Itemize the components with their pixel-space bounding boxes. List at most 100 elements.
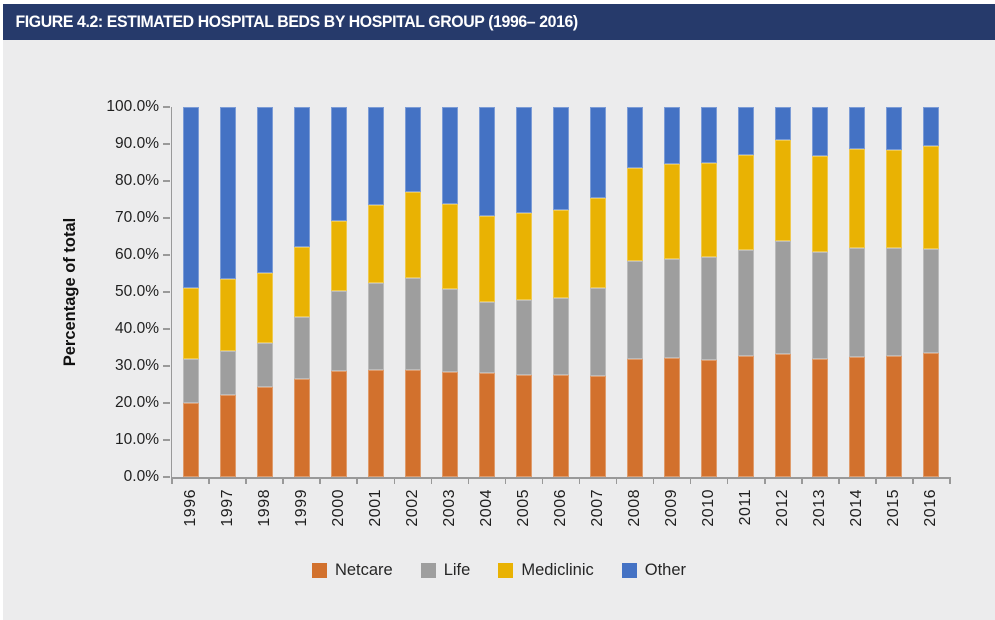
x-axis-tick	[875, 477, 877, 484]
x-axis-label-2011: 2011	[737, 489, 755, 526]
y-axis-tick	[163, 180, 170, 182]
y-axis-tick-label: 60.0%	[115, 246, 159, 263]
bar-segment-netcare-2003	[441, 371, 458, 477]
bar-segment-life-2005	[515, 300, 532, 375]
bar-1996	[182, 107, 199, 477]
bar-segment-life-2016	[923, 248, 940, 354]
bar-segment-netcare-2005	[515, 374, 532, 477]
y-axis-tick	[163, 291, 170, 293]
figure-title: FIGURE 4.2: ESTIMATED HOSPITAL BEDS BY H…	[15, 12, 578, 31]
bar-segment-life-2007	[590, 287, 607, 376]
x-axis-tick	[319, 477, 321, 484]
chart-legend: Netcare Life Mediclinic Other	[3, 560, 995, 580]
bar-segment-other-1996	[182, 107, 199, 289]
bar-2009	[664, 107, 681, 477]
bar-segment-netcare-2001	[367, 369, 384, 477]
bar-segment-life-2009	[664, 258, 681, 358]
x-axis-label-1998: 1998	[255, 489, 273, 527]
bar-segment-other-2009	[664, 107, 681, 164]
x-axis-tick	[504, 477, 507, 484]
bar-2001	[367, 107, 384, 477]
x-axis-label-2007: 2007	[589, 489, 607, 527]
bar-segment-other-2010	[701, 107, 718, 163]
bar-segment-life-2008	[627, 260, 644, 359]
x-axis-tick	[393, 477, 396, 484]
y-axis-tick-label: 30.0%	[115, 357, 159, 374]
x-axis-tick	[282, 477, 284, 484]
bar-segment-other-2007	[590, 107, 607, 199]
y-axis-tick	[163, 254, 170, 256]
y-axis-tick-label: 50.0%	[115, 283, 159, 300]
legend-label-other: Other	[644, 561, 687, 579]
bar-2013	[812, 107, 829, 477]
bar-segment-life-2002	[404, 277, 421, 370]
bar-segment-other-2000	[330, 107, 347, 221]
legend-label-life: Life	[443, 561, 471, 579]
bar-2006	[553, 107, 569, 477]
bar-segment-life-1999	[293, 317, 310, 380]
x-axis-label-2002: 2002	[403, 489, 421, 527]
y-axis-tick-label: 90.0%	[115, 135, 159, 152]
bar-segment-other-2014	[849, 107, 866, 149]
x-axis-tick	[578, 477, 581, 484]
y-axis-tick	[163, 143, 170, 145]
x-axis-tick	[689, 477, 692, 484]
bar-segment-mediclinic-2012	[775, 140, 792, 241]
y-axis-tick	[163, 217, 170, 219]
legend-swatch-life	[420, 562, 436, 578]
bar-segment-other-2001	[367, 107, 384, 206]
bar-segment-netcare-2015	[886, 356, 903, 477]
y-axis-title: Percentage of total	[61, 217, 79, 367]
bar-segment-mediclinic-2000	[330, 220, 347, 291]
bar-2011	[738, 107, 755, 477]
x-axis-label-2015: 2015	[885, 489, 903, 527]
x-axis-tick	[801, 477, 803, 484]
bar-segment-other-1997	[219, 107, 236, 280]
bar-2000	[330, 107, 347, 477]
bar-segment-life-2006	[553, 297, 569, 375]
bar-segment-netcare-1996	[182, 403, 199, 477]
y-axis-tick-label: 70.0%	[115, 209, 159, 226]
x-axis-label-2013: 2013	[811, 489, 829, 527]
x-axis-tick	[615, 477, 618, 484]
y-axis-tick-label: 10.0%	[115, 431, 159, 448]
bar-segment-life-2003	[441, 289, 458, 372]
y-axis-tick-label: 100.0%	[106, 98, 159, 115]
x-axis-label-2008: 2008	[626, 489, 644, 527]
bar-segment-mediclinic-2008	[627, 168, 644, 261]
bar-segment-mediclinic-1999	[293, 247, 310, 318]
bar-segment-netcare-2000	[330, 370, 347, 477]
bar-segment-netcare-2009	[664, 357, 681, 477]
bar-2003	[441, 107, 458, 477]
bar-segment-netcare-2002	[404, 369, 421, 477]
x-axis-tick	[171, 477, 173, 484]
bar-1998	[256, 107, 273, 477]
bar-2014	[849, 107, 866, 477]
legend-item-netcare: Netcare	[311, 560, 393, 580]
bar-segment-mediclinic-2010	[701, 162, 718, 257]
bar-segment-mediclinic-2007	[590, 198, 607, 288]
bar-segment-other-2013	[812, 107, 829, 157]
bar-segment-mediclinic-2013	[812, 156, 829, 253]
x-axis-line	[170, 477, 950, 479]
legend-item-mediclinic: Mediclinic	[498, 560, 594, 580]
x-axis-tick	[726, 477, 729, 484]
bar-2005	[515, 107, 532, 477]
x-axis-tick	[949, 477, 951, 484]
bar-segment-netcare-1999	[293, 379, 310, 477]
bar-segment-other-2012	[775, 107, 792, 141]
x-axis-tick	[430, 477, 433, 484]
legend-label-mediclinic: Mediclinic	[521, 561, 594, 579]
x-axis-label-1999: 1999	[292, 489, 310, 527]
x-axis-tick	[912, 477, 914, 484]
bar-segment-other-2005	[515, 107, 532, 213]
x-axis-label-2001: 2001	[366, 489, 384, 527]
bar-segment-life-1998	[256, 342, 273, 387]
x-axis-label-2014: 2014	[848, 489, 866, 527]
x-axis-label-2000: 2000	[329, 489, 347, 527]
y-axis-tick-label: 40.0%	[115, 320, 159, 337]
bar-segment-life-2000	[330, 290, 347, 371]
x-axis-label-2003: 2003	[440, 489, 458, 527]
bar-segment-life-1996	[182, 358, 199, 403]
